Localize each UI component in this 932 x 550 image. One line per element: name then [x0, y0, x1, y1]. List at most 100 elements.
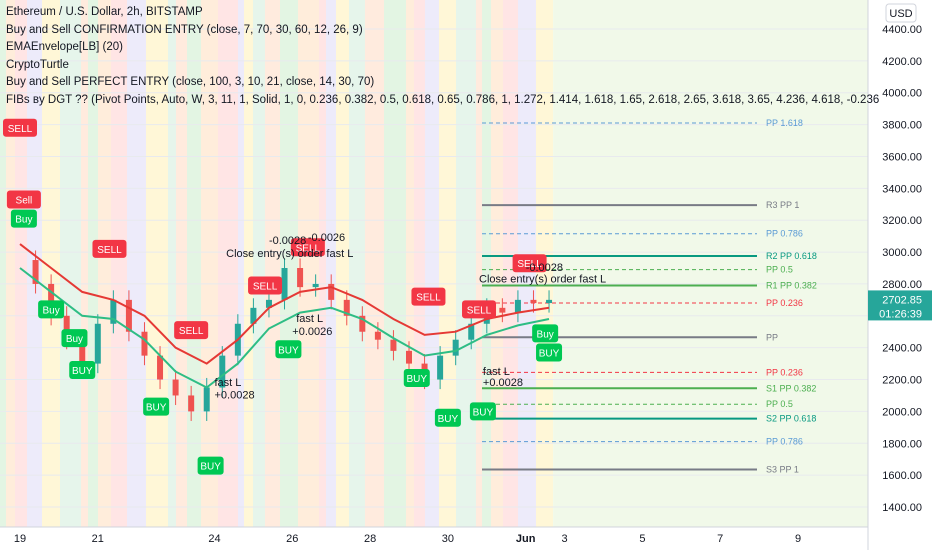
candle-body [374, 331, 381, 340]
ema-envelope-lower [19, 267, 550, 389]
background-band [0, 0, 6, 527]
indicator-label[interactable]: Buy and Sell PERFECT ENTRY (close, 100, … [6, 76, 375, 89]
signal-label: Buy [43, 305, 60, 316]
indicator-label[interactable]: Buy and Sell CONFIRMATION ENTRY (close, … [6, 23, 363, 36]
signal-label: BUY [406, 374, 427, 385]
signal-label: BUY [278, 345, 299, 356]
background-band [42, 0, 60, 527]
time-tick-label: 26 [286, 533, 298, 545]
signal-label: SELL [253, 282, 278, 293]
background-band [491, 0, 503, 527]
candle-body [452, 339, 459, 356]
background-band [253, 0, 265, 527]
pivot-label: PP 0.236 [766, 367, 803, 377]
indicator-label[interactable]: FIBs вy DGT ?? (Pivot Points, Auto, W, 3… [6, 93, 880, 106]
signal-label: BUY [473, 407, 494, 418]
price-tick-label: 3400.00 [882, 183, 922, 195]
background-band [6, 0, 15, 527]
candle-body [110, 299, 117, 324]
trade-annotation: Close entry(s) order fast L [226, 248, 353, 260]
price-axis-panel [868, 0, 932, 550]
time-tick-label: 24 [208, 533, 220, 545]
candle-body [219, 355, 226, 388]
currency-label: USD [889, 8, 912, 20]
candle-body [546, 299, 553, 304]
signal-box [469, 402, 496, 421]
signal-box [434, 408, 461, 427]
background-band [425, 0, 439, 527]
buy-signal: BUY [275, 340, 302, 359]
background-band [168, 0, 176, 527]
signal-box [462, 300, 497, 319]
session-background-bands [0, 0, 868, 527]
indicator-label[interactable]: CryptoTurtle [6, 58, 69, 71]
current-price-label: 2702.85 [882, 294, 922, 306]
price-tick-label: 4000.00 [882, 88, 922, 100]
sell-signal: SELL [92, 239, 127, 258]
candle-body [343, 299, 350, 316]
candle-body [406, 350, 412, 364]
price-tick-label: 4400.00 [882, 24, 922, 36]
trade-annotation: fast L [215, 377, 242, 389]
signal-box [6, 190, 41, 209]
trade-annotation: +0.0026 [292, 326, 332, 338]
background-band [503, 0, 518, 527]
indicator-label[interactable]: EMAEnvelope[LB] (20) [6, 41, 123, 54]
background-band [456, 0, 476, 527]
trade-annotation: +0.0028 [483, 377, 523, 389]
background-band [60, 0, 81, 527]
signal-label: BUY [146, 403, 167, 414]
candle-body [499, 307, 506, 313]
candle-body [188, 395, 195, 412]
candle-body [297, 268, 304, 288]
trade-annotation: fast L [296, 313, 323, 325]
signal-label: SELL [296, 243, 321, 254]
price-tick-label: 2800.00 [882, 279, 922, 291]
sell-signal: SELL [3, 118, 37, 137]
trade-annotation: +0.0028 [215, 390, 255, 402]
pivot-label: PP 0.236 [766, 298, 803, 308]
background-band [146, 0, 168, 527]
time-tick-label: 5 [639, 533, 645, 545]
background-band [98, 0, 111, 527]
price-tick-label: 3600.00 [882, 151, 922, 163]
candle-body [359, 315, 366, 332]
signal-label: SELL [179, 326, 204, 337]
time-tick-label: 21 [92, 533, 104, 545]
sell-signal: Sell [6, 190, 41, 209]
pivot-label: PP [766, 332, 778, 342]
pivot-label: R1 PP 0.382 [766, 281, 817, 291]
signal-label: BUY [72, 366, 93, 377]
signal-box [3, 118, 37, 137]
trade-annotation: Close entry(s) order fast L [479, 273, 606, 285]
price-tick-label: 3200.00 [882, 215, 922, 227]
time-tick-label: 28 [364, 533, 376, 545]
sell-signal: SELL [411, 287, 446, 306]
background-band [439, 0, 456, 527]
time-tick-label: 19 [14, 533, 26, 545]
symbol-title[interactable]: Ethereum / U.S. Dollar, 2h, BITSTAMP [6, 6, 203, 18]
time-axis-panel [0, 527, 868, 550]
background-band [365, 0, 384, 527]
candle-body [157, 355, 164, 380]
time-tick-label: 3 [562, 533, 568, 545]
candle-body [172, 379, 179, 396]
trade-annotations: Close entry(s) order fast L-0.0026-0.002… [215, 232, 607, 402]
buy-signal: BUY [434, 408, 461, 427]
pivot-label: PP 1.618 [766, 118, 803, 128]
pivot-label: PP 0.786 [766, 437, 803, 447]
background-band [349, 0, 365, 527]
signal-label: SELL [416, 293, 441, 304]
signal-box [143, 397, 170, 416]
pivot-label: R2 PP 0.618 [766, 251, 817, 261]
candle-body [203, 387, 210, 412]
background-band [280, 0, 298, 527]
time-tick-label: 9 [795, 533, 801, 545]
price-tick-label: 1800.00 [882, 438, 922, 450]
background-band [81, 0, 88, 527]
time-tick-label: Jun [516, 533, 536, 545]
signal-box [38, 300, 65, 319]
time-tick-label: 7 [717, 533, 723, 545]
